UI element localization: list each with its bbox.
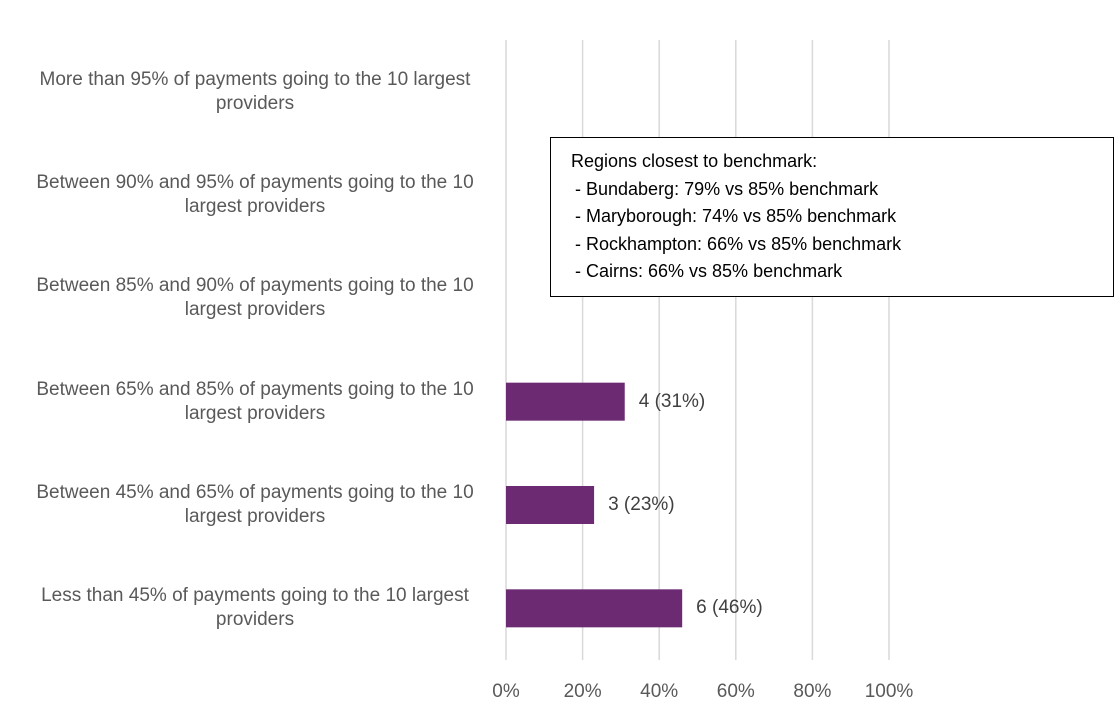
data-label: 6 (46%)	[696, 597, 763, 619]
x-tick-label: 40%	[640, 681, 679, 702]
data-label: 3 (23%)	[608, 494, 675, 515]
x-tick-label: 20%	[563, 681, 602, 702]
bar	[506, 486, 595, 524]
annotation-line: - Cairns: 66% vs 85% benchmark	[575, 261, 843, 281]
y-tick-label: Between 65% and 85% of payments going to…	[36, 378, 474, 424]
data-label: 4 (31%)	[638, 390, 706, 412]
annotation-line: Regions closest to benchmark:	[571, 151, 818, 171]
y-tick-label: More than 95% of payments going to the 1…	[39, 68, 471, 114]
y-tick-label: Between 85% and 90% of payments going to…	[36, 275, 474, 321]
annotation-line: - Bundaberg: 79% vs 85% benchmark	[575, 178, 879, 199]
y-tick-label: Less than 45% of payments going to the 1…	[41, 585, 469, 631]
bar	[506, 589, 683, 628]
bar	[506, 382, 625, 421]
x-tick-label: 100%	[864, 681, 914, 702]
x-tick-label: 80%	[793, 681, 832, 702]
x-tick-label: 60%	[716, 681, 755, 702]
annotation-line: - Maryborough: 74% vs 85% benchmark	[575, 206, 897, 226]
y-tick-label: Between 45% and 65% of payments going to…	[36, 482, 474, 527]
y-tick-label: Between 90% and 95% of payments going to…	[36, 172, 474, 217]
x-tick-label: 0%	[492, 681, 520, 702]
annotation-box: Regions closest to benchmark: - Bundaberg…	[550, 137, 1114, 297]
annotation-line: - Rockhampton: 66% vs 85% benchmark	[575, 233, 902, 254]
